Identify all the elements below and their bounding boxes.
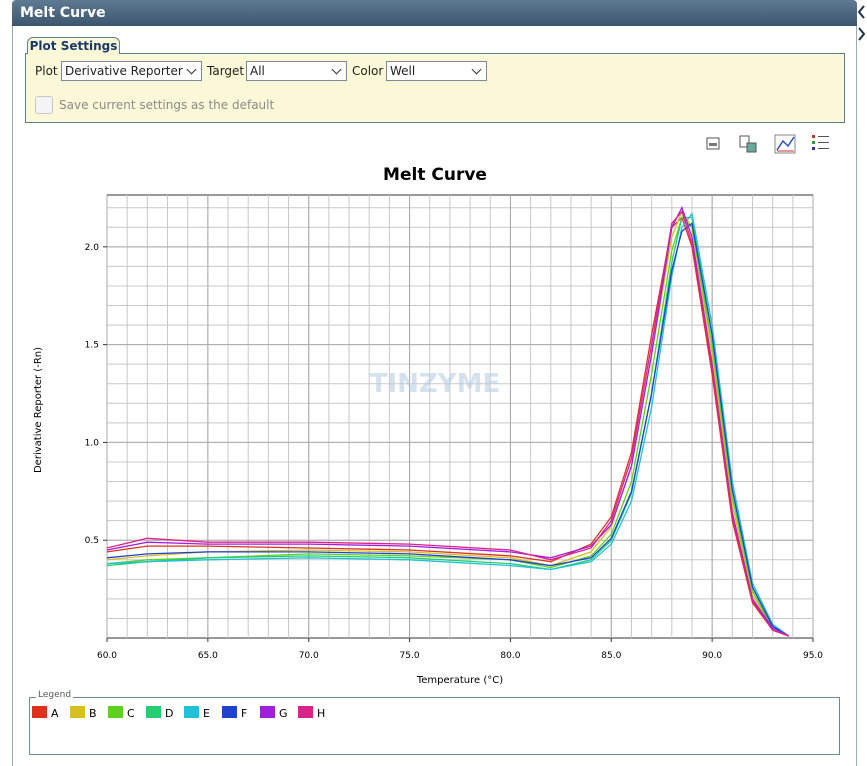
- watermark: TINZYME: [370, 369, 500, 399]
- legend-label: H: [317, 707, 325, 720]
- legend-swatch: [260, 706, 275, 718]
- legend-box: [29, 697, 840, 755]
- window-frame: [12, 26, 857, 766]
- x-tick-label: 60.0: [97, 651, 117, 661]
- x-tick-label: 85.0: [601, 651, 621, 661]
- legend-swatch: [222, 706, 237, 718]
- legend-label: C: [127, 707, 135, 720]
- chart-title: Melt Curve: [383, 165, 487, 185]
- melt-curve: [106, 211, 790, 637]
- plot-area: [106, 194, 814, 639]
- x-tick-label: 75.0: [400, 651, 420, 661]
- legend-button[interactable]: [812, 135, 829, 150]
- x-tick-label: 70.0: [299, 651, 319, 661]
- print-button[interactable]: [706, 137, 720, 150]
- x-axis-label: Temperature (°C): [416, 675, 503, 686]
- y-tick-label: 1.0: [85, 438, 100, 448]
- x-tick-label: 90.0: [702, 651, 722, 661]
- legend-label: D: [165, 707, 173, 720]
- legend-label: E: [203, 707, 210, 720]
- y-tick-label: 0.5: [85, 536, 99, 546]
- legend-label: F: [241, 707, 247, 720]
- legend-swatch: [146, 706, 161, 718]
- plot-properties-button[interactable]: [774, 134, 796, 154]
- plot-label: Plot: [35, 64, 58, 78]
- legend-swatch: [184, 706, 199, 718]
- plot-dropdown[interactable]: Derivative Reporter: [61, 61, 202, 81]
- legend-title: Legend: [36, 690, 74, 700]
- default-checkbox[interactable]: [35, 96, 53, 114]
- legend-swatch: [70, 706, 85, 718]
- melt-curve: [106, 222, 790, 637]
- legend-label: A: [51, 707, 59, 720]
- x-tick-label: 65.0: [198, 651, 218, 661]
- target-dropdown[interactable]: All: [246, 61, 347, 81]
- x-tick-label: 80.0: [500, 651, 520, 661]
- toolbar: [706, 134, 829, 154]
- side-arrows[interactable]: [855, 2, 867, 42]
- target-label: Target: [207, 64, 245, 78]
- melt-curve: [106, 216, 790, 637]
- legend-label: B: [89, 707, 97, 720]
- default-checkbox-label: Save current settings as the default: [59, 98, 275, 112]
- melt-curve: [106, 210, 790, 637]
- export-button[interactable]: [739, 135, 757, 153]
- settings-tab[interactable]: Plot Settings: [27, 37, 120, 54]
- legend-swatch: [298, 706, 313, 718]
- y-tick-label: 2.0: [85, 243, 100, 253]
- legend-swatch: [32, 706, 47, 718]
- legend-label: G: [279, 707, 288, 720]
- color-dropdown[interactable]: Well: [386, 61, 487, 81]
- x-tick-label: 95.0: [803, 651, 823, 661]
- melt-curve: [106, 216, 790, 637]
- legend-swatch: [108, 706, 123, 718]
- y-axis-label: Derivative Reporter (-Rn): [33, 347, 44, 473]
- window-title: Melt Curve: [12, 0, 857, 26]
- y-tick-label: 1.5: [85, 341, 99, 351]
- color-label: Color: [352, 64, 384, 78]
